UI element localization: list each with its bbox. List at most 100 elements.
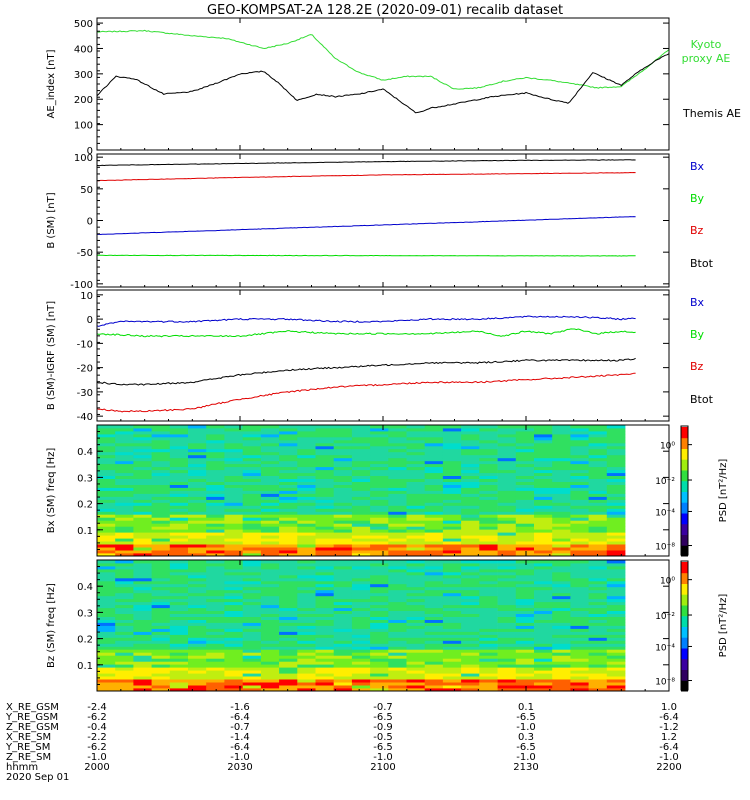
heatmap-cell [315,457,335,462]
heatmap-cell [606,670,626,674]
heatmap-cell [552,661,571,665]
heatmap-cell [279,646,298,650]
heatmap-cell [351,667,371,671]
ephemeris-value: -6.4 [659,712,679,723]
heatmap-cell [97,586,116,591]
heatmap-cell [534,598,553,603]
heatmap-cell [115,646,134,650]
heatmap-cell [206,563,225,567]
heatmap-cell [97,550,116,554]
heatmap-cell [588,568,608,573]
heatmap-cell [570,508,589,512]
heatmap-cell [406,619,426,623]
heatmap-cell [370,442,389,447]
heatmap-cell [279,652,298,656]
heatmap-cell [169,517,189,521]
heatmap-cell [151,679,171,683]
colorbar-cell [681,609,688,612]
heatmap-cell [588,595,608,600]
heatmap-cell [424,601,444,606]
heatmap-cell [188,490,207,494]
heatmap-cell [606,517,626,521]
heatmap-cell [479,481,498,485]
heatmap-cell [479,664,498,668]
heatmap-cell [406,466,426,471]
heatmap-cell [97,451,116,456]
heatmap-cell [606,667,626,671]
heatmap-cell [224,436,243,441]
heatmap-cell [188,664,207,668]
heatmap-cell [115,568,134,573]
heatmap-cell [133,499,152,503]
heatmap-cell [297,568,316,573]
heatmap-cell [224,658,243,662]
heatmap-cell [370,667,389,671]
heatmap-cell [552,490,571,494]
heatmap-cell [534,655,553,659]
colorbar-cell [681,600,688,604]
heatmap-cell [260,431,280,435]
heatmap-cell [242,496,262,500]
heatmap-cell [224,425,243,429]
heatmap-cell [388,502,407,506]
heatmap-cell [188,439,207,444]
heatmap-cell [497,631,517,635]
heatmap-cell [424,655,444,659]
colorbar-cell [681,506,688,510]
heatmap-cell [97,439,116,444]
heatmap-cell [388,607,407,611]
heatmap-cell [279,511,298,515]
heatmap-cell [315,460,335,465]
heatmap-cell [224,535,243,539]
heatmap-cell [588,574,608,579]
heatmap-cell [515,598,535,603]
heatmap-cell [224,502,243,506]
heatmap-cell [242,628,262,632]
heatmap-cell [497,433,517,438]
heatmap-cell [224,475,243,479]
heatmap-cell [461,472,480,476]
heatmap-cell [424,535,444,539]
heatmap-cell [315,652,335,656]
heatmap-cell [133,478,152,482]
heatmap-cell [552,428,571,432]
heatmap-cell [479,433,498,438]
heatmap-cell [497,502,517,506]
heatmap-cell [351,673,371,677]
heatmap-cell [315,493,335,497]
heatmap-cell [497,628,517,632]
colorbar-tick-label: 10⁻² [655,612,675,622]
heatmap-cell [497,532,517,536]
heatmap-cell [315,478,335,482]
heatmap-cell [333,646,353,650]
heatmap-cell [224,529,243,533]
heatmap-cell [333,451,353,456]
heatmap-cell [188,478,207,482]
heatmap-cell [351,583,371,588]
heatmap-cell [461,428,480,432]
heatmap-cell [515,436,535,441]
heatmap-cell [97,560,116,564]
heatmap-cell [333,431,353,435]
heatmap-cell [370,580,389,585]
heatmap-cell [515,526,535,530]
heatmap-cell [424,574,444,579]
heatmap-cell [515,661,535,665]
heatmap-cell [351,661,371,665]
heatmap-cell [606,583,626,588]
heatmap-cell [442,505,462,509]
heatmap-cell [497,425,517,429]
heatmap-cell [260,670,280,674]
ephemeris-value: -2.4 [87,702,107,713]
heatmap-cell [388,511,407,515]
heatmap-cell [315,619,335,623]
heatmap-cell [315,535,335,539]
colorbar-cell [681,611,688,615]
heatmap-cell [570,428,589,432]
heatmap-cell [188,529,207,533]
heatmap-cell [97,502,116,506]
y-tick-label: -20 [77,364,93,375]
y-tick-label: 0.2 [77,635,93,646]
heatmap-cell [260,517,280,521]
